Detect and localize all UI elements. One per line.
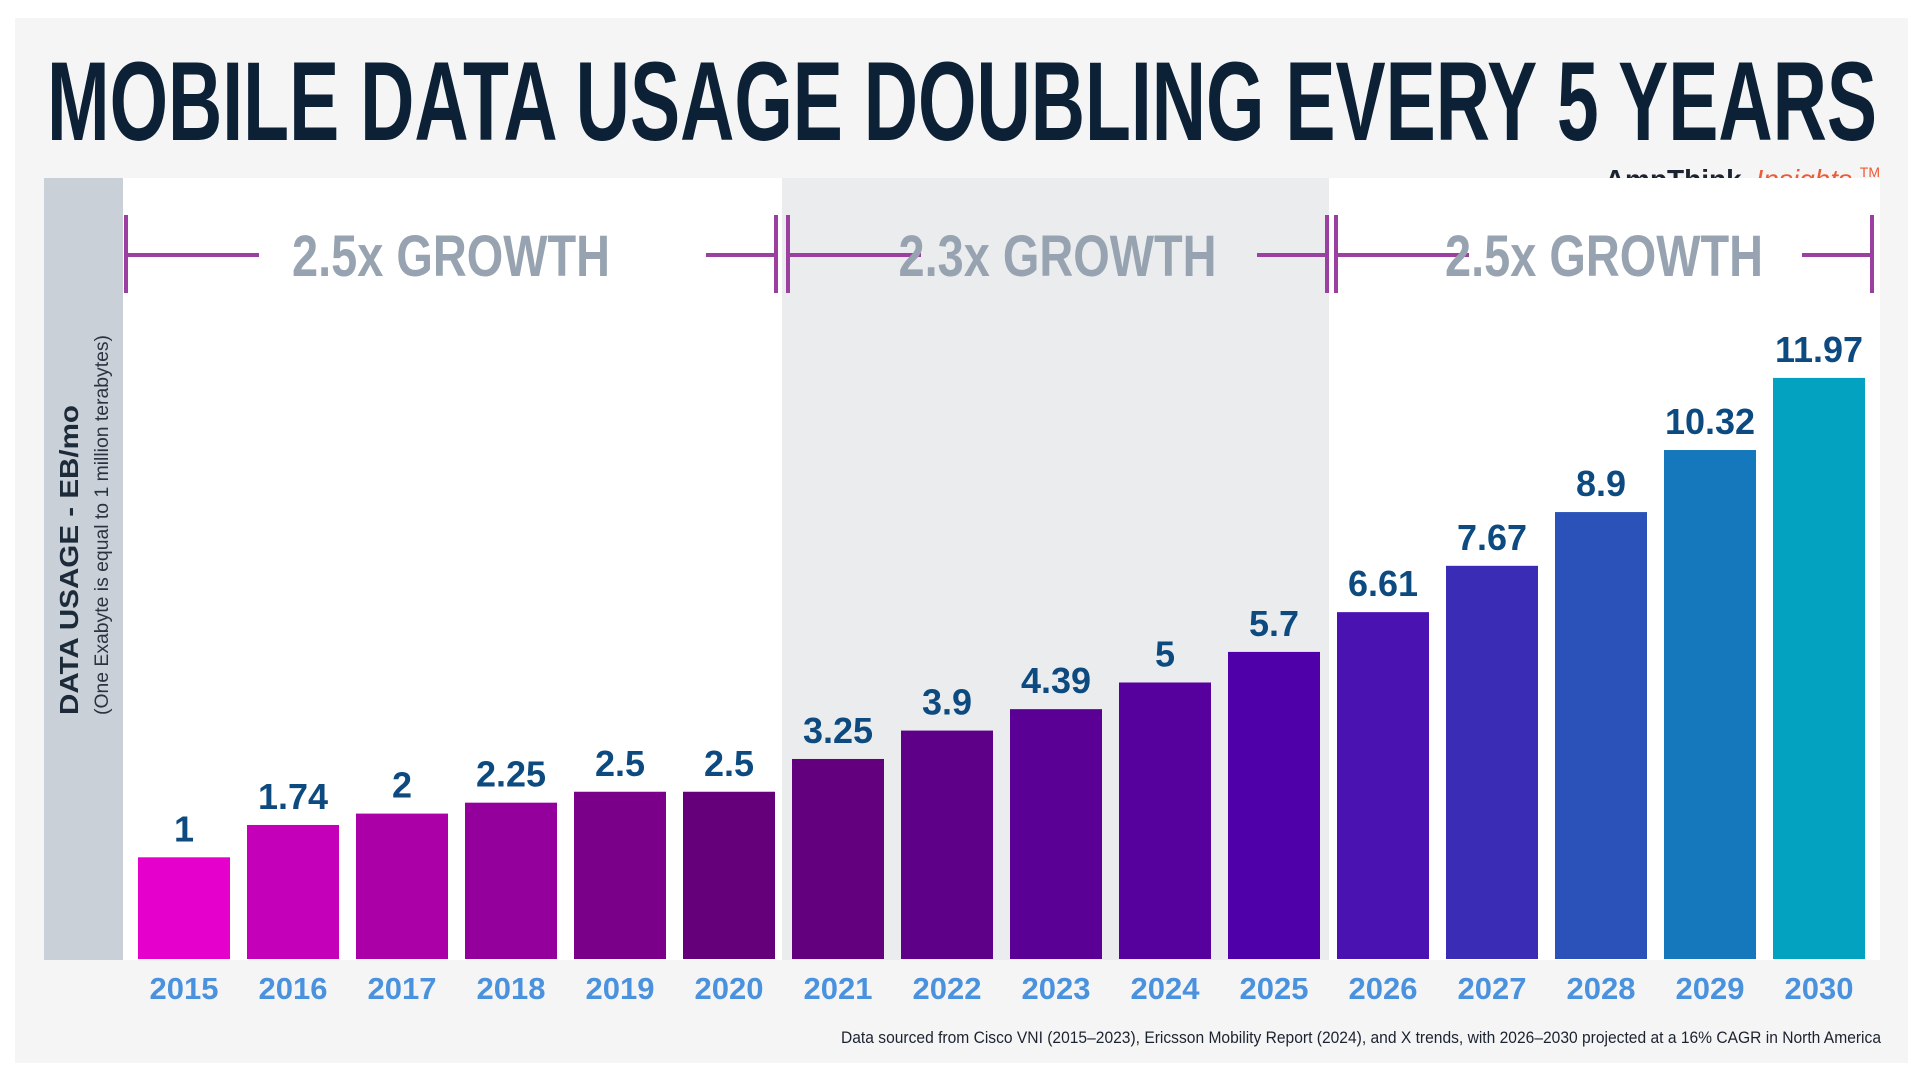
bar-2016 xyxy=(247,824,339,959)
year-label-2024: 2024 xyxy=(1131,971,1201,1006)
year-label-2021: 2021 xyxy=(804,971,873,1006)
value-label-2025: 5.7 xyxy=(1249,603,1299,644)
y-axis-strip xyxy=(44,178,123,960)
growth-brackets: 2.5x GROWTH 2.3x GROWTH 2.5x GROWTH xyxy=(124,215,1874,293)
value-label-2026: 6.61 xyxy=(1348,563,1418,604)
year-label-2016: 2016 xyxy=(259,971,328,1006)
bar-2027 xyxy=(1446,565,1538,959)
bar-2026 xyxy=(1337,612,1429,959)
bar-2017 xyxy=(356,813,448,959)
growth-label: 2.3x GROWTH xyxy=(899,224,1217,289)
year-label-2018: 2018 xyxy=(477,971,546,1006)
value-label-2024: 5 xyxy=(1155,634,1175,675)
value-label-2015: 1 xyxy=(174,808,194,849)
value-label-2028: 8.9 xyxy=(1576,463,1626,504)
year-label-2020: 2020 xyxy=(695,971,764,1006)
value-label-2021: 3.25 xyxy=(803,710,873,751)
value-label-2030: 11.97 xyxy=(1775,329,1863,370)
year-label-2027: 2027 xyxy=(1458,971,1527,1006)
bar-2020 xyxy=(683,791,775,959)
bar-2029 xyxy=(1664,450,1756,959)
year-label-2017: 2017 xyxy=(368,971,437,1006)
growth-label: 2.5x GROWTH xyxy=(1445,224,1763,289)
bar-2018 xyxy=(465,802,557,959)
growth-label: 2.5x GROWTH xyxy=(292,224,610,289)
growth-bracket-1: 2.5x GROWTH xyxy=(124,215,778,293)
year-label-2029: 2029 xyxy=(1676,971,1745,1006)
value-label-2016: 1.74 xyxy=(258,776,328,817)
bar-2022 xyxy=(901,730,993,959)
bars: 1 2015 1.74 2016 2 2017 2.25 2018 2.5 2019 2.5 2020… xyxy=(138,329,1865,1006)
value-label-2029: 10.32 xyxy=(1665,401,1755,442)
bar-2028 xyxy=(1555,512,1647,959)
bar-2024 xyxy=(1119,682,1211,959)
bar-2021 xyxy=(792,758,884,959)
logo-tm: TM xyxy=(1860,164,1880,180)
growth-bracket-3: 2.5x GROWTH xyxy=(1334,215,1874,293)
value-label-2027: 7.67 xyxy=(1457,517,1527,558)
y-axis-label: DATA USAGE - EB/mo xyxy=(54,405,84,715)
bar-2025 xyxy=(1228,651,1320,959)
year-label-2030: 2030 xyxy=(1785,971,1854,1006)
value-label-2020: 2.5 xyxy=(704,743,754,784)
year-label-2019: 2019 xyxy=(586,971,655,1006)
value-label-2017: 2 xyxy=(392,765,412,806)
growth-bracket-2: 2.3x GROWTH xyxy=(786,215,1329,293)
bar-2023 xyxy=(1010,709,1102,959)
value-label-2023: 4.39 xyxy=(1021,660,1091,701)
year-label-2022: 2022 xyxy=(913,971,982,1006)
bar-2015 xyxy=(138,857,230,959)
year-label-2026: 2026 xyxy=(1349,971,1418,1006)
y-axis-sublabel: (One Exabyte is equal to 1 million terab… xyxy=(92,335,113,715)
bar-2019 xyxy=(574,791,666,959)
page-title: MOBILE DATA USAGE DOUBLING EVERY 5 YEARS xyxy=(47,39,1877,164)
footnote: Data sourced from Cisco VNI (2015–2023),… xyxy=(841,1028,1881,1047)
year-label-2015: 2015 xyxy=(150,971,219,1006)
value-label-2022: 3.9 xyxy=(922,682,972,723)
year-label-2023: 2023 xyxy=(1022,971,1091,1006)
year-label-2028: 2028 xyxy=(1567,971,1636,1006)
year-label-2025: 2025 xyxy=(1240,971,1309,1006)
value-label-2019: 2.5 xyxy=(595,743,645,784)
bar-2030 xyxy=(1773,377,1865,959)
value-label-2018: 2.25 xyxy=(476,754,546,795)
